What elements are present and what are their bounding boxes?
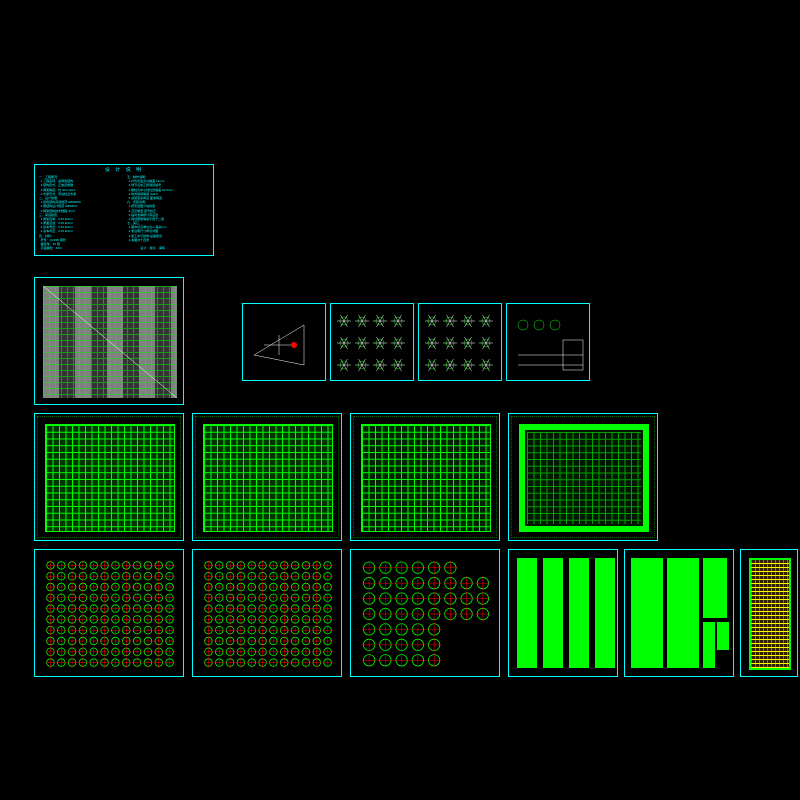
sheet-t2 [624,549,734,677]
notes-sheet: 设 计 说 明 一、工程概况： 1.工程名称：某网架结构 2.结构形式：正放四角… [34,164,214,256]
sheet-g3 [350,413,500,541]
sheet-g4 [508,413,658,541]
sheet-g2 [192,413,342,541]
sheet-n3 [350,549,500,677]
sheet-d3 [418,303,502,381]
sheet-d1 [242,303,326,381]
notes-col-right: 五、制作说明： 1.杆件长度允许偏差 ±1mm 2.球节点加工按球径编号 3.螺… [127,175,211,250]
notes-title: 设 计 说 明 [105,167,143,174]
sheet-t1 [508,549,618,677]
cad-sheet-overview: 设 计 说 明 一、工程概况： 1.工程名称：某网架结构 2.结构形式：正放四角… [0,0,800,800]
sheet-n1 [34,549,184,677]
sheet-n2 [192,549,342,677]
notes-col-left: 一、工程概况： 1.工程名称：某网架结构 2.结构形式：正放四角锥 3.网架跨度… [39,175,123,250]
sheet-d2 [330,303,414,381]
sheet-d4 [506,303,590,381]
sheet-h1 [740,549,798,677]
sheet-plan [34,277,184,405]
sheet-g1 [34,413,184,541]
